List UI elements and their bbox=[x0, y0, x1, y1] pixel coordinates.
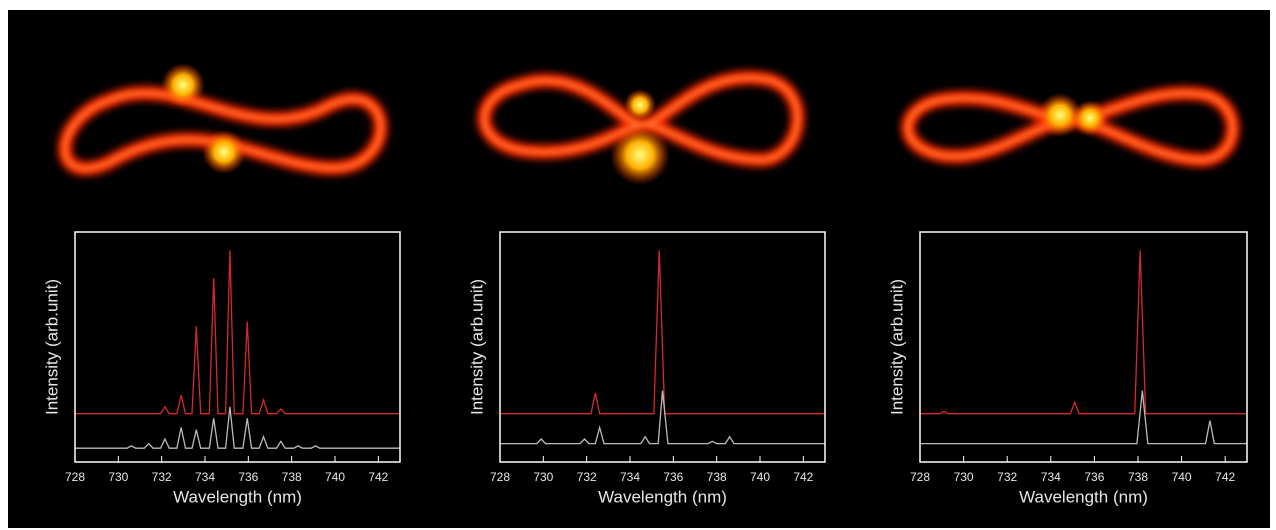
x-tick-label: 740 bbox=[1172, 470, 1192, 484]
x-tick-label: 740 bbox=[325, 470, 345, 484]
x-tick-label: 742 bbox=[793, 470, 813, 484]
x-tick-label: 734 bbox=[620, 470, 640, 484]
spectrum-line bbox=[75, 250, 400, 415]
x-tick-label: 734 bbox=[1041, 470, 1061, 484]
x-tick-label: 730 bbox=[954, 470, 974, 484]
x-tick-label: 728 bbox=[490, 470, 510, 484]
x-axis-title: Wavelength (nm) bbox=[1019, 487, 1148, 506]
x-tick-label: 736 bbox=[1084, 470, 1104, 484]
x-tick-label: 732 bbox=[152, 470, 172, 484]
y-axis-title: Intensity (arb.unit) bbox=[42, 279, 61, 415]
spectrum-line bbox=[500, 390, 825, 445]
x-axis-title: Wavelength (nm) bbox=[598, 487, 727, 506]
x-tick-label: 742 bbox=[1215, 470, 1235, 484]
x-tick-label: 738 bbox=[707, 470, 727, 484]
x-tick-label: 730 bbox=[533, 470, 553, 484]
plot-frame bbox=[919, 231, 1248, 463]
spectrum-line bbox=[500, 250, 825, 415]
x-tick-label: 738 bbox=[1128, 470, 1148, 484]
spectrum-panel: 728 730 732 734 736 738 740 742 Wavelength (nm) I… bbox=[467, 231, 826, 506]
x-tick-label: 738 bbox=[282, 470, 302, 484]
x-tick-label: 732 bbox=[577, 470, 597, 484]
mode-image-3 bbox=[901, 86, 1240, 168]
x-axis-title: Wavelength (nm) bbox=[173, 487, 302, 506]
spectrum-panel: 728 730 732 734 736 738 740 742 Wavelength (nm) I… bbox=[887, 231, 1248, 506]
x-tick-label: 740 bbox=[750, 470, 770, 484]
spectrum-line bbox=[75, 406, 400, 449]
mode-image-1 bbox=[58, 63, 388, 176]
x-tick-label: 736 bbox=[663, 470, 683, 484]
spectrum-line bbox=[920, 250, 1247, 415]
x-tick-label: 734 bbox=[195, 470, 215, 484]
x-tick-label: 728 bbox=[65, 470, 85, 484]
mode-image-2 bbox=[477, 70, 805, 185]
x-tick-label: 730 bbox=[108, 470, 128, 484]
spectrum-line bbox=[920, 390, 1247, 445]
x-tick-label: 732 bbox=[997, 470, 1017, 484]
x-tick-label: 728 bbox=[910, 470, 930, 484]
spectrum-panel: 728 730 732 734 736 738 740 742 Wavelength (nm) I… bbox=[42, 231, 401, 506]
y-axis-title: Intensity (arb.unit) bbox=[467, 279, 486, 415]
plot-frame bbox=[74, 231, 401, 463]
x-tick-label: 742 bbox=[368, 470, 388, 484]
plot-frame bbox=[499, 231, 826, 463]
y-axis-title: Intensity (arb.unit) bbox=[887, 279, 906, 415]
x-tick-label: 736 bbox=[238, 470, 258, 484]
